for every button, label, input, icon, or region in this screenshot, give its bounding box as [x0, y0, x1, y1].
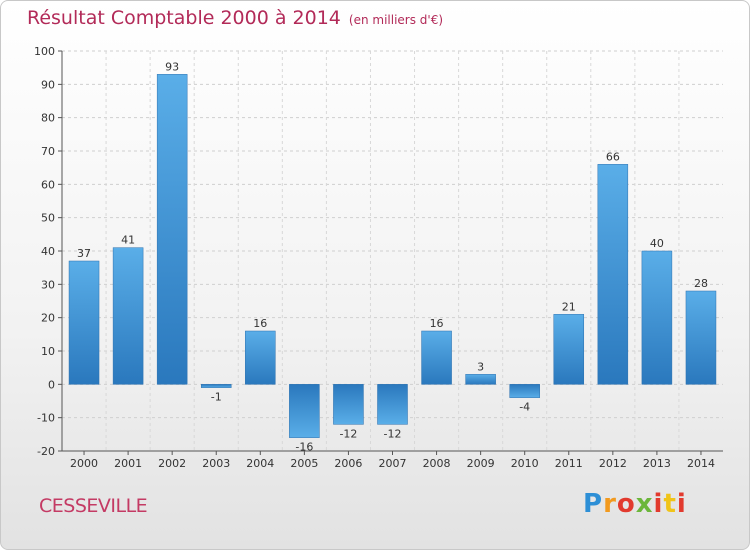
- x-tick-label: 2006: [334, 457, 362, 470]
- bar-2007: [377, 384, 408, 425]
- y-tick-label: -20: [37, 445, 55, 458]
- value-label: 40: [650, 237, 664, 250]
- y-tick-label: 60: [41, 178, 55, 191]
- proxiti-logo: Proxiti: [583, 489, 687, 519]
- x-tick-label: 2007: [379, 457, 407, 470]
- value-label: -12: [339, 427, 357, 440]
- bar-2008: [421, 330, 452, 385]
- y-tick-label: 30: [41, 278, 55, 291]
- y-tick-label: 50: [41, 212, 55, 225]
- chart-title-text: Résultat Comptable 2000 à 2014: [27, 7, 341, 29]
- x-tick-label: 2013: [643, 457, 671, 470]
- y-tick-label: 0: [48, 378, 55, 391]
- value-label: 93: [165, 60, 179, 73]
- bar-2006: [333, 384, 364, 425]
- value-label: -4: [519, 401, 530, 414]
- value-label: 66: [606, 150, 620, 163]
- bar-2011: [553, 314, 585, 385]
- bar-2012: [597, 164, 629, 385]
- value-label: -1: [211, 391, 222, 404]
- y-tick-label: 80: [41, 112, 55, 125]
- bar-2014: [685, 290, 717, 385]
- value-label: 16: [430, 317, 444, 330]
- x-tick-label: 2001: [114, 457, 142, 470]
- value-label: 21: [562, 300, 576, 313]
- logo-letter: i: [676, 489, 687, 519]
- y-tick-label: 90: [41, 78, 55, 91]
- value-label: 28: [694, 277, 708, 290]
- value-label: -16: [295, 441, 313, 454]
- chart-subtitle: (en milliers d'€): [348, 13, 444, 27]
- y-tick-label: 70: [41, 145, 55, 158]
- value-label: 37: [77, 247, 91, 260]
- bar-2004: [245, 330, 276, 385]
- logo-letter: o: [616, 489, 636, 519]
- bar-2003: [200, 384, 232, 388]
- value-label: -12: [384, 427, 402, 440]
- x-tick-label: 2002: [158, 457, 186, 470]
- x-tick-label: 2011: [555, 457, 583, 470]
- y-tick-label: -10: [37, 412, 55, 425]
- logo-letter: r: [603, 489, 617, 519]
- logo-letter: x: [635, 489, 654, 519]
- bar-2009: [465, 374, 496, 385]
- x-tick-label: 2008: [423, 457, 451, 470]
- bar-2000: [68, 260, 100, 385]
- y-tick-label: 40: [41, 245, 55, 258]
- value-label: 16: [253, 317, 267, 330]
- bars: [68, 74, 717, 438]
- x-tick-label: 2004: [246, 457, 274, 470]
- value-labels: 37 41 93 -1 16 -16 -12 -12 16 3 -4 21 66 40 28: [77, 60, 708, 453]
- x-tick-label: 2005: [290, 457, 318, 470]
- logo-letter: P: [583, 489, 604, 519]
- y-tick-label: 20: [41, 312, 55, 325]
- x-tick-label: 2010: [511, 457, 539, 470]
- y-tick-label: 100: [34, 45, 55, 58]
- x-tick-label: 2012: [599, 457, 627, 470]
- x-tick-label: 2009: [467, 457, 495, 470]
- value-label: 3: [477, 360, 484, 373]
- value-label: 41: [121, 234, 135, 247]
- x-tick-label: 2014: [687, 457, 715, 470]
- bar-2010: [509, 384, 540, 398]
- commune-name: CESSEVILLE: [39, 495, 148, 517]
- bar-2002: [156, 74, 188, 385]
- bar-2001: [112, 247, 144, 385]
- x-tick-label: 2003: [202, 457, 230, 470]
- chart-title: Résultat Comptable 2000 à 2014 (en millie…: [27, 7, 443, 29]
- y-tick-label: 10: [41, 345, 55, 358]
- bar-2005: [289, 384, 320, 438]
- bar-2013: [641, 250, 673, 385]
- logo-letter: t: [663, 489, 677, 519]
- logo-letter: i: [653, 489, 664, 519]
- x-tick-label: 2000: [70, 457, 98, 470]
